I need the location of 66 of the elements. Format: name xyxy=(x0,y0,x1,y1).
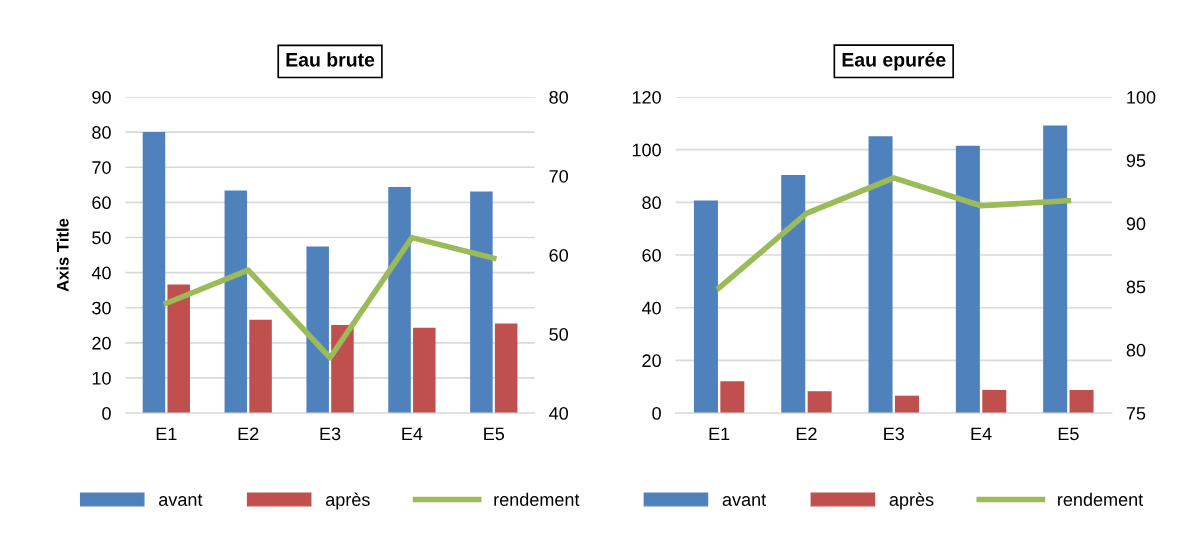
y-tick-label: 30 xyxy=(92,301,111,315)
x-tick-label: E1 xyxy=(709,427,730,441)
y-tick-label: 20 xyxy=(642,354,661,368)
bar xyxy=(306,246,329,414)
bar xyxy=(955,145,980,414)
bar xyxy=(781,174,806,414)
y2-tick-label: 40 xyxy=(549,407,568,420)
chart-title: Eau brute xyxy=(286,52,375,67)
x-tick-label: E2 xyxy=(796,427,817,441)
y-tick-label: 60 xyxy=(92,196,111,210)
bar xyxy=(1069,389,1094,414)
bar xyxy=(388,186,411,414)
y-tick-label: 80 xyxy=(642,196,661,210)
y-tick-label: 10 xyxy=(92,371,111,385)
legend-label: rendement xyxy=(1058,492,1144,507)
legend-label: après xyxy=(325,492,370,510)
y2-tick-label: 80 xyxy=(549,90,568,104)
y2-tick-label: 80 xyxy=(1126,343,1146,357)
y2-tick-label: 90 xyxy=(1126,217,1146,231)
bar xyxy=(868,136,893,414)
bar xyxy=(693,200,718,414)
y-tick-label: 90 xyxy=(92,90,111,104)
bar xyxy=(982,389,1007,414)
y2-tick-label: 60 xyxy=(549,248,568,262)
x-tick-label: E5 xyxy=(484,427,505,441)
y-tick-label: 0 xyxy=(102,407,111,420)
x-tick-label: E3 xyxy=(320,427,341,441)
y2-tick-label: 85 xyxy=(1126,280,1146,294)
y-tick-label: 120 xyxy=(632,90,661,104)
y-tick-label: 0 xyxy=(652,407,661,420)
y-axis-title: Axis Title xyxy=(56,218,69,292)
y-tick-label: 100 xyxy=(632,143,661,157)
y2-tick-label: 50 xyxy=(549,327,568,341)
y2-tick-label: 100 xyxy=(1127,90,1156,104)
bar xyxy=(142,132,166,414)
bar xyxy=(413,327,436,414)
legend-label: après xyxy=(889,492,934,510)
y-tick-label: 50 xyxy=(92,231,111,245)
x-tick-label: E3 xyxy=(884,427,905,441)
legend-label: rendement xyxy=(494,492,580,507)
y2-tick-label: 70 xyxy=(549,169,568,183)
legend-label: avant xyxy=(159,494,203,507)
bar xyxy=(167,284,190,414)
chart-title: Eau epurée xyxy=(842,52,946,71)
bar xyxy=(720,381,745,414)
bar xyxy=(470,191,493,414)
y-tick-label: 40 xyxy=(91,266,111,280)
bar xyxy=(224,190,248,414)
y2-tick-label: 95 xyxy=(1126,154,1146,167)
bar xyxy=(807,391,832,414)
y-tick-label: 20 xyxy=(92,336,111,350)
legend-label: avant xyxy=(722,494,767,507)
y-tick-label: 60 xyxy=(642,248,661,262)
bar xyxy=(1043,125,1068,414)
bar xyxy=(494,323,518,414)
x-tick-label: E5 xyxy=(1058,427,1079,441)
x-tick-label: E4 xyxy=(971,427,992,441)
bar xyxy=(249,319,272,414)
y-tick-label: 80 xyxy=(92,126,111,139)
x-tick-label: E2 xyxy=(238,427,259,441)
y-tick-label: 70 xyxy=(92,161,111,174)
y2-tick-label: 75 xyxy=(1126,407,1146,420)
bar xyxy=(894,395,919,414)
x-tick-label: E4 xyxy=(402,427,423,441)
y-tick-label: 40 xyxy=(641,301,661,315)
x-tick-label: E1 xyxy=(156,427,177,441)
